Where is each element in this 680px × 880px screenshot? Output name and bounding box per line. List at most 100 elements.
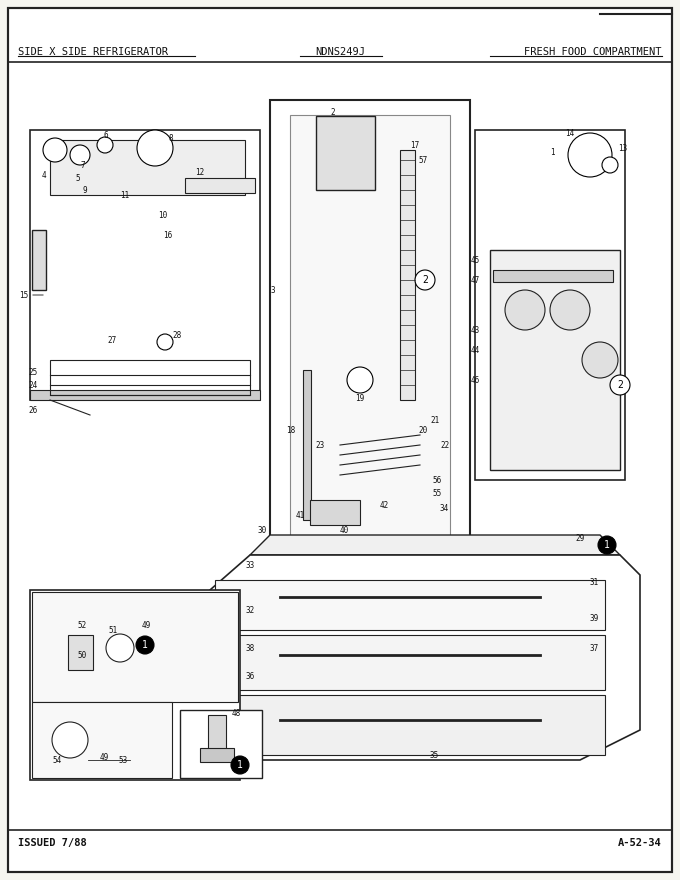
Circle shape xyxy=(52,722,88,758)
Bar xyxy=(185,178,255,193)
Text: 7: 7 xyxy=(80,160,84,170)
Text: 2: 2 xyxy=(617,380,623,390)
Text: 24: 24 xyxy=(29,380,38,390)
Text: 15: 15 xyxy=(19,290,28,299)
Text: 10: 10 xyxy=(158,210,167,219)
Bar xyxy=(475,130,625,480)
Bar xyxy=(68,635,93,670)
Bar xyxy=(270,100,470,640)
Text: 46: 46 xyxy=(471,376,480,385)
Bar xyxy=(30,130,260,400)
Text: 26: 26 xyxy=(29,406,38,414)
Text: 42: 42 xyxy=(380,501,389,510)
Circle shape xyxy=(97,137,113,153)
Text: 56: 56 xyxy=(432,475,441,485)
Circle shape xyxy=(137,130,173,166)
Text: 8: 8 xyxy=(168,134,173,143)
Text: 39: 39 xyxy=(590,613,599,622)
Text: 17: 17 xyxy=(410,141,420,150)
Text: 2: 2 xyxy=(330,107,335,116)
Text: 4: 4 xyxy=(42,171,47,180)
Text: NDNS249J: NDNS249J xyxy=(315,47,365,57)
Text: 40: 40 xyxy=(340,525,350,534)
Circle shape xyxy=(231,756,249,774)
Bar xyxy=(400,150,415,400)
Text: 1: 1 xyxy=(142,640,148,650)
Text: 30: 30 xyxy=(258,525,267,534)
Circle shape xyxy=(43,138,67,162)
Circle shape xyxy=(415,270,435,290)
Text: 22: 22 xyxy=(440,441,449,450)
Text: 38: 38 xyxy=(245,643,254,652)
Bar xyxy=(215,635,605,690)
Bar xyxy=(30,390,260,400)
Text: 19: 19 xyxy=(355,393,364,402)
Text: 50: 50 xyxy=(77,650,86,659)
Text: 55: 55 xyxy=(432,488,441,497)
Bar xyxy=(50,360,250,395)
Text: 49: 49 xyxy=(100,752,109,761)
Text: 25: 25 xyxy=(29,368,38,377)
Text: 45: 45 xyxy=(471,255,480,265)
Text: ISSUED 7/88: ISSUED 7/88 xyxy=(18,838,87,848)
Text: 37: 37 xyxy=(590,643,599,652)
Text: 1: 1 xyxy=(237,760,243,770)
Text: 54: 54 xyxy=(52,756,61,765)
Bar xyxy=(490,250,620,470)
Circle shape xyxy=(582,342,618,378)
Polygon shape xyxy=(210,555,640,760)
Text: 52: 52 xyxy=(77,620,86,629)
Bar xyxy=(50,140,245,195)
Text: 23: 23 xyxy=(315,441,324,450)
Text: 44: 44 xyxy=(471,346,480,355)
Polygon shape xyxy=(250,535,620,555)
Bar xyxy=(493,270,613,282)
Text: 47: 47 xyxy=(471,275,480,284)
Bar xyxy=(32,592,238,702)
Text: 13: 13 xyxy=(618,143,627,152)
Text: 21: 21 xyxy=(430,415,439,424)
Text: A-52-34: A-52-34 xyxy=(618,838,662,848)
Text: 28: 28 xyxy=(172,331,182,340)
FancyBboxPatch shape xyxy=(316,116,375,190)
Text: FRESH FOOD COMPARTMENT: FRESH FOOD COMPARTMENT xyxy=(524,47,662,57)
Text: 11: 11 xyxy=(120,190,129,200)
Text: 9: 9 xyxy=(82,186,86,194)
Text: 29: 29 xyxy=(575,533,584,542)
Text: 35: 35 xyxy=(430,751,439,759)
Bar xyxy=(32,702,172,778)
Text: 57: 57 xyxy=(418,156,427,165)
Text: 12: 12 xyxy=(195,167,204,177)
Circle shape xyxy=(347,367,373,393)
Circle shape xyxy=(70,145,90,165)
Bar xyxy=(310,500,360,525)
Text: 20: 20 xyxy=(418,426,427,435)
Bar xyxy=(180,710,262,778)
Circle shape xyxy=(550,290,590,330)
Circle shape xyxy=(106,634,134,662)
Text: 33: 33 xyxy=(245,561,254,569)
Bar xyxy=(215,580,605,630)
Text: 2: 2 xyxy=(422,275,428,285)
Text: 53: 53 xyxy=(118,756,127,765)
Text: 32: 32 xyxy=(245,605,254,614)
Circle shape xyxy=(157,334,173,350)
Text: 49: 49 xyxy=(142,620,151,629)
Bar xyxy=(30,590,240,780)
Text: 1: 1 xyxy=(604,540,610,550)
Text: 3: 3 xyxy=(271,285,275,295)
Text: 14: 14 xyxy=(565,128,574,137)
Text: 36: 36 xyxy=(245,671,254,680)
Text: 51: 51 xyxy=(108,626,117,634)
Circle shape xyxy=(610,375,630,395)
Circle shape xyxy=(602,157,618,173)
Bar xyxy=(303,370,311,520)
Text: 18: 18 xyxy=(286,426,295,435)
Text: 43: 43 xyxy=(471,326,480,334)
Text: 27: 27 xyxy=(107,335,116,344)
Text: 6: 6 xyxy=(103,130,107,140)
Text: 16: 16 xyxy=(163,231,172,239)
Circle shape xyxy=(505,290,545,330)
Text: 41: 41 xyxy=(296,510,305,519)
Text: 1: 1 xyxy=(550,148,555,157)
